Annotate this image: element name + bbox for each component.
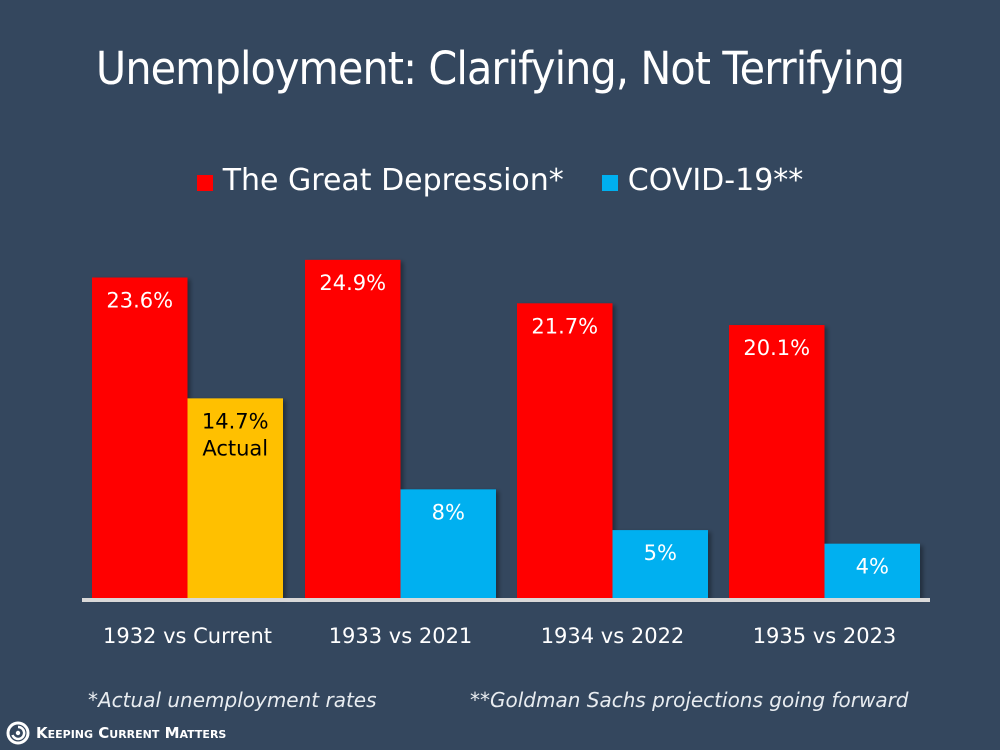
bar-covid-4: [824, 543, 920, 598]
bar-great-depression-1: [92, 277, 188, 598]
data-label-great-depression-1: 23.6%: [106, 289, 173, 313]
data-label-great-depression-2: 24.9%: [319, 271, 386, 295]
footnote-actual: *Actual unemployment rates: [88, 688, 377, 712]
legend-item-great-depression: The Great Depression*: [196, 163, 564, 198]
chart-title: Unemployment: Clarifying, Not Terrifying: [95, 42, 905, 95]
footnote-projections: **Goldman Sachs projections going forwar…: [470, 688, 909, 712]
chart-legend: The Great Depression* COVID-19**: [0, 163, 1000, 198]
legend-label-great-depression: The Great Depression*: [222, 163, 564, 198]
bar-covid-2: [400, 489, 496, 598]
legend-item-covid: COVID-19**: [601, 163, 804, 198]
data-label-covid-4: 4%: [856, 555, 889, 579]
bar-covid-1: [187, 398, 283, 598]
spiral-logo-icon: [6, 721, 30, 745]
legend-swatch-blue: [601, 174, 618, 191]
x-tick-label-4: 1935 vs 2023: [753, 624, 897, 648]
x-axis-line: [82, 598, 930, 602]
bar-great-depression-4: [729, 325, 825, 598]
data-label-covid-1: 14.7%: [202, 409, 269, 433]
bar-great-depression-3: [517, 303, 613, 598]
brand-name: Keeping Current Matters: [36, 724, 227, 742]
legend-label-covid: COVID-19**: [627, 163, 804, 198]
bar-great-depression-2: [305, 259, 401, 598]
legend-swatch-red: [196, 174, 213, 191]
data-label-great-depression-3: 21.7%: [531, 314, 598, 338]
bar-covid-3: [612, 530, 708, 598]
brand-logo: Keeping Current Matters: [6, 721, 226, 745]
data-label-covid-1-note: Actual: [202, 436, 268, 460]
x-tick-label-3: 1934 vs 2022: [541, 624, 685, 648]
x-tick-label-1: 1932 vs Current: [103, 624, 272, 648]
data-label-covid-3: 5%: [644, 541, 677, 565]
data-label-great-depression-4: 20.1%: [743, 336, 810, 360]
data-label-covid-2: 8%: [432, 500, 465, 524]
x-tick-label-2: 1933 vs 2021: [329, 624, 473, 648]
